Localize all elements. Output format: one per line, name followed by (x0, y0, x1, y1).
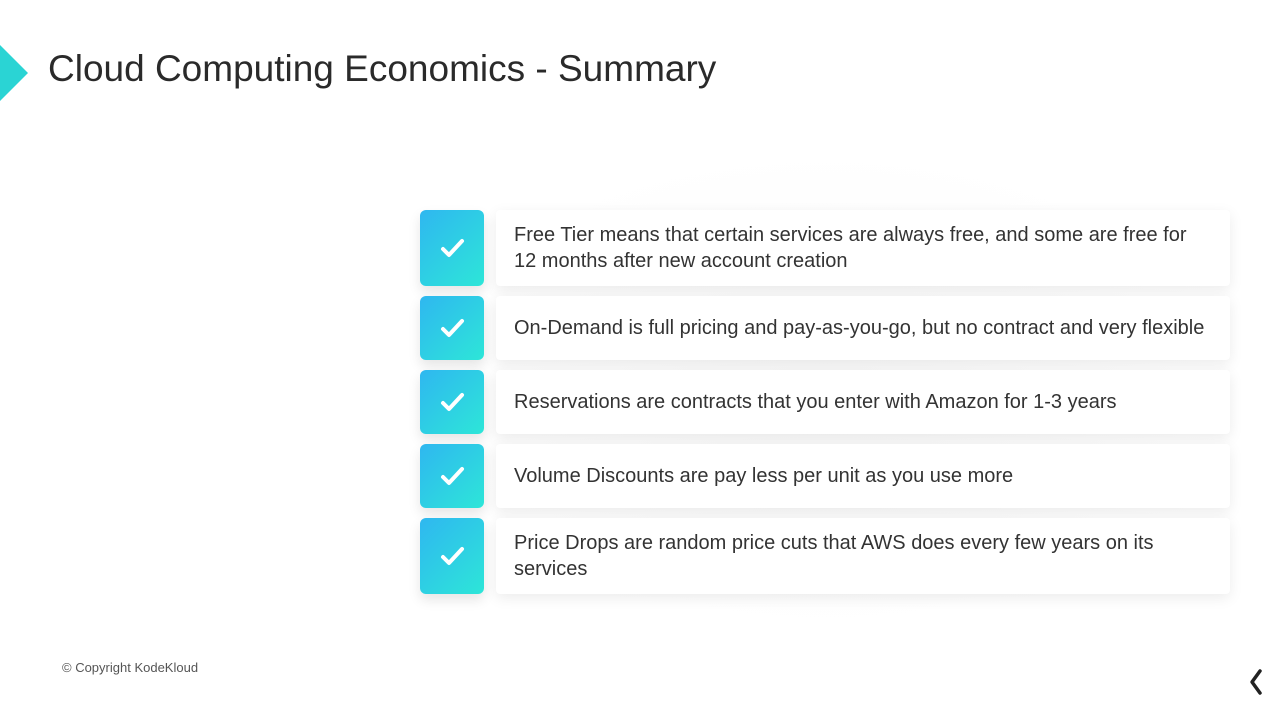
check-icon (420, 444, 484, 508)
list-item: On-Demand is full pricing and pay-as-you… (420, 296, 1230, 360)
check-icon (420, 296, 484, 360)
item-text: Price Drops are random price cuts that A… (496, 518, 1230, 594)
check-icon (420, 518, 484, 594)
check-icon (420, 370, 484, 434)
list-item: Reservations are contracts that you ente… (420, 370, 1230, 434)
title-chevron-icon (0, 45, 28, 101)
item-text: Reservations are contracts that you ente… (496, 370, 1230, 434)
list-item: Free Tier means that certain services ar… (420, 210, 1230, 286)
check-icon (420, 210, 484, 286)
prev-slide-button[interactable] (1242, 662, 1270, 702)
page-title: Cloud Computing Economics - Summary (48, 48, 716, 90)
summary-list: Free Tier means that certain services ar… (420, 210, 1230, 604)
item-text: Volume Discounts are pay less per unit a… (496, 444, 1230, 508)
item-text: On-Demand is full pricing and pay-as-you… (496, 296, 1230, 360)
list-item: Volume Discounts are pay less per unit a… (420, 444, 1230, 508)
copyright-text: © Copyright KodeKloud (62, 660, 198, 675)
list-item: Price Drops are random price cuts that A… (420, 518, 1230, 594)
item-text: Free Tier means that certain services ar… (496, 210, 1230, 286)
